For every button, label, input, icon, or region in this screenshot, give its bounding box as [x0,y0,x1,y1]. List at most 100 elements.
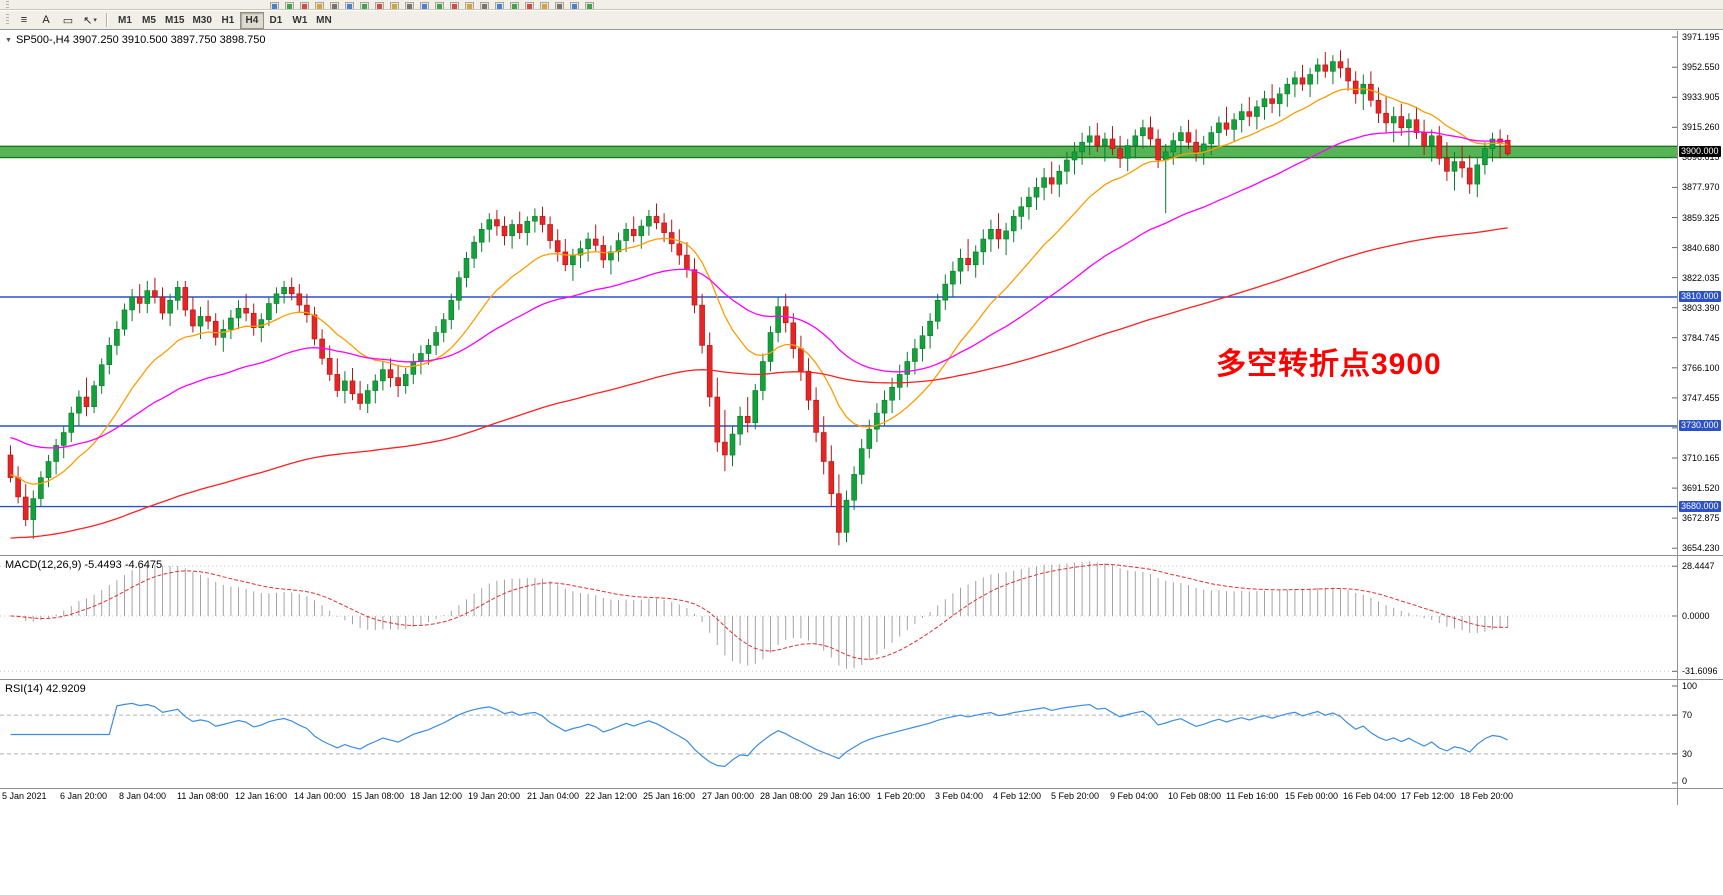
zoom-in-icon[interactable] [465,2,474,9]
main-chart-panel[interactable]: ▼ SP500-,H4 3907.250 3910.500 3897.750 3… [0,31,1723,555]
line-chart-icon[interactable] [450,2,459,9]
cursor-tool-icon: ↖ [83,14,93,27]
axis-tick-label: 3766.100 [1682,362,1720,373]
time-axis-label: 18 Jan 12:00 [410,791,463,801]
market-watch-icon[interactable] [300,2,309,9]
new-order-icon[interactable] [375,2,384,9]
axis-tick-label: 3803.390 [1682,302,1720,313]
chart-shift-icon[interactable] [510,2,519,9]
chart-profiles-icon[interactable] [285,2,294,9]
line-studies-icon[interactable]: ≡ [14,12,34,29]
panel-resize-handle[interactable] [0,555,1723,556]
time-axis-label: 1 Feb 20:00 [877,791,926,801]
time-axis-label: 3 Feb 04:00 [935,791,984,801]
panel-resize-handle[interactable] [0,679,1723,680]
periods-icon[interactable] [540,2,549,9]
metaeditor-icon[interactable] [390,2,399,9]
line-studies-icon: ≡ [20,14,28,26]
indicators-list-icon[interactable] [525,2,534,9]
axis-tick-label: 3971.195 [1682,32,1720,43]
rsi-chart[interactable] [0,680,1678,788]
line-studies-toolbar: ≡ A ▭ ↖ ▾ [13,12,101,29]
time-axis-label: 22 Jan 12:00 [585,791,638,801]
time-axis-label: 21 Jan 04:00 [527,791,580,801]
axis-price-label-highlighted: 3730.000 [1679,420,1721,431]
time-axis-label: 10 Feb 08:00 [1168,791,1222,801]
time-axis-label: 5 Jan 2021 [2,791,47,801]
axis-tick-label: 3877.970 [1682,182,1720,193]
text-tool-icon[interactable]: A [36,12,56,29]
zoom-out-icon[interactable] [480,2,489,9]
candlestick-chart-icon[interactable] [435,2,444,9]
shapes-tool-icon: ▭ [62,14,74,27]
toolbar-separator [106,13,108,27]
timeframe-button-h4[interactable]: H4 [239,11,264,29]
timeframe-button-m30[interactable]: M30 [188,12,215,29]
time-axis[interactable]: 5 Jan 2021 6 Jan 20:00 8 Jan 04:00 11 Jan 0… [0,789,1678,805]
axis-tick-label: 100 [1682,681,1698,691]
time-axis-label: 8 Jan 04:00 [119,791,167,801]
time-axis-label: 27 Jan 00:00 [702,791,755,801]
data-window-icon[interactable] [315,2,324,9]
full-screen-icon[interactable] [570,2,579,9]
axis-tick-label: 3822.035 [1682,272,1720,283]
time-axis-label: 15 Jan 08:00 [352,791,405,801]
axis-tick-label: 0 [1682,776,1688,786]
axis-tick-label: 3896.615 [1682,152,1720,163]
time-axis-label: 29 Jan 16:00 [818,791,871,801]
axis-tick-label: 70 [1682,710,1693,721]
chart-annotation-text[interactable]: 多空转折点3900 [1216,348,1442,381]
time-axis-label: 17 Feb 12:00 [1401,791,1455,801]
autotrading-icon[interactable] [405,2,414,9]
navigator-icon[interactable] [330,2,339,9]
top-toolbar-cropped [0,0,1723,10]
axis-tick-label: 0.0000 [1682,611,1710,621]
print-icon[interactable] [585,2,594,9]
timeframe-button-w1[interactable]: W1 [288,12,312,29]
shapes-tool-icon[interactable]: ▭ [58,12,78,29]
axis-price-label-highlighted: 3900.000 [1679,145,1721,157]
time-axis-label: 19 Jan 20:00 [468,791,521,801]
toolbar-grip[interactable] [6,13,9,27]
timeframe-button-m1[interactable]: M1 [113,12,137,29]
cursor-tool-icon[interactable]: ↖ ▾ [80,12,100,29]
time-axis-label: 4 Feb 12:00 [993,791,1042,801]
time-axis-label: 14 Jan 00:00 [294,791,347,801]
timeframe-button-m5[interactable]: M5 [137,12,161,29]
time-axis-label: 11 Feb 16:00 [1226,791,1279,801]
candlestick-chart[interactable] [0,31,1678,555]
axis-tick-label: 3933.905 [1682,92,1720,103]
axis-tick-label: 3672.875 [1682,513,1720,524]
toolbar-grip[interactable] [6,1,9,9]
time-axis-label: 6 Jan 20:00 [60,791,108,801]
time-axis-label: 25 Jan 16:00 [643,791,696,801]
macd-chart[interactable] [0,556,1678,679]
new-chart-icon[interactable] [270,2,279,9]
text-tool-icon: A [42,14,50,26]
axis-tick-label: 3840.680 [1682,242,1720,253]
macd-indicator-panel[interactable]: MACD(12,26,9) -5.4493 -4.6475 28.4447 0.0… [0,556,1723,679]
time-axis-label: 9 Feb 04:00 [1110,791,1159,801]
panel-resize-handle[interactable] [0,788,1723,789]
axis-tick-label: 3710.165 [1682,452,1720,463]
auto-scroll-icon[interactable] [495,2,504,9]
axis-price-label-highlighted: 3810.000 [1679,291,1721,303]
axis-tick-label: 30 [1682,748,1693,759]
strategy-tester-icon[interactable] [360,2,369,9]
timeframe-button-m15[interactable]: M15 [161,12,188,29]
chevron-down-icon: ▾ [93,17,97,24]
rsi-indicator-panel[interactable]: RSI(14) 42.9209 100 70 30 0 [0,680,1723,788]
timeframe-button-mn[interactable]: MN [312,12,336,29]
time-axis-label: 12 Jan 16:00 [235,791,288,801]
time-axis-label: 5 Feb 20:00 [1051,791,1100,801]
time-axis-label: 18 Feb 20:00 [1460,791,1514,801]
axis-tick-label: 3747.455 [1682,392,1720,403]
timeframe-button-h1[interactable]: H1 [216,12,240,29]
axis-tick-label: 3784.745 [1682,332,1720,343]
bars-chart-icon[interactable] [420,2,429,9]
time-axis-label: 15 Feb 00:00 [1285,791,1339,801]
templates-icon[interactable] [555,2,564,9]
timeframe-button-d1[interactable]: D1 [264,12,288,29]
terminal-icon[interactable] [345,2,354,9]
